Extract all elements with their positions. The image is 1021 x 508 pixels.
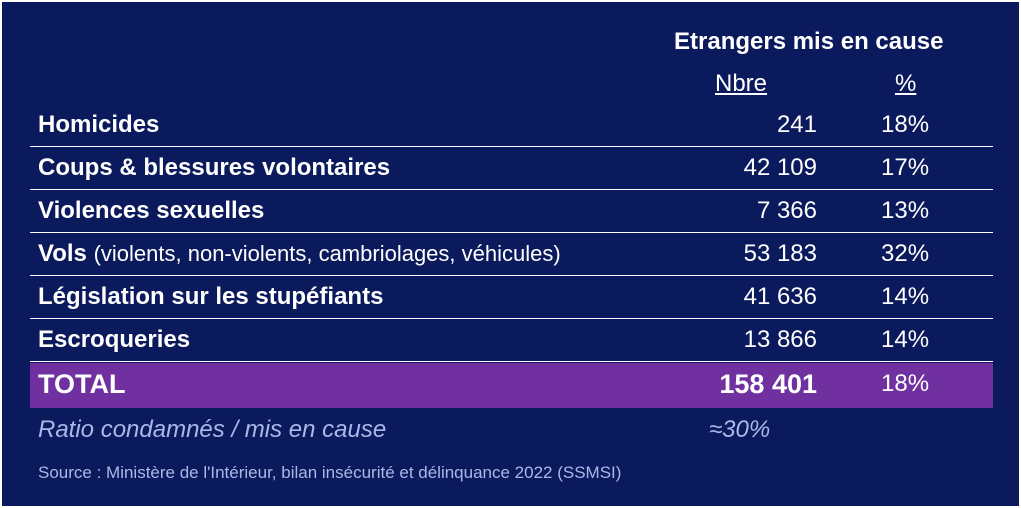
row-sublabel: (violents, non-violents, cambriolages, v… — [93, 241, 561, 266]
row-label: Coups & blessures volontaires — [38, 154, 391, 181]
table-row: Violences sexuelles 7 366 13% — [30, 190, 993, 233]
ratio-value: ≈30% — [709, 416, 771, 443]
total-row: TOTAL 158 401 18% — [30, 363, 993, 408]
row-pct: 14% — [881, 283, 930, 310]
total-pct: 18% — [881, 370, 930, 397]
ratio-label: Ratio condamnés / mis en cause — [38, 416, 387, 443]
row-pct: 13% — [881, 197, 930, 224]
table-row: Coups & blessures volontaires 42 109 17% — [30, 147, 993, 190]
row-label: Législation sur les stupéfiants — [38, 283, 384, 310]
row-label: Homicides — [38, 111, 160, 138]
table-row: Vols (violents, non-violents, cambriolag… — [30, 233, 993, 276]
table-row: Législation sur les stupéfiants 41 636 1… — [30, 276, 993, 319]
row-nbre: 41 636 — [743, 283, 817, 310]
table-row: Escroqueries 13 866 14% — [30, 319, 993, 362]
row-label: Violences sexuelles — [38, 197, 265, 224]
column-header-pct: % — [895, 70, 917, 97]
row-label: Escroqueries — [38, 326, 191, 353]
row-nbre: 42 109 — [743, 154, 817, 181]
row-pct: 14% — [881, 326, 930, 353]
row-pct: 32% — [881, 240, 930, 267]
table-group-header: Etrangers mis en cause — [674, 28, 944, 55]
row-nbre: 13 866 — [743, 326, 817, 353]
row-label: Vols (violents, non-violents, cambriolag… — [38, 240, 561, 267]
row-pct: 17% — [881, 154, 930, 181]
row-pct: 18% — [881, 111, 930, 138]
total-nbre: 158 401 — [719, 369, 817, 399]
row-nbre: 53 183 — [743, 240, 817, 267]
row-nbre: 7 366 — [756, 197, 817, 224]
table-row: Homicides 241 18% — [30, 104, 993, 147]
total-label: TOTAL — [38, 369, 126, 399]
source-note: Source : Ministère de l'Intérieur, bilan… — [38, 463, 622, 482]
row-nbre: 241 — [776, 111, 817, 138]
column-header-nbre: Nbre — [715, 70, 768, 97]
